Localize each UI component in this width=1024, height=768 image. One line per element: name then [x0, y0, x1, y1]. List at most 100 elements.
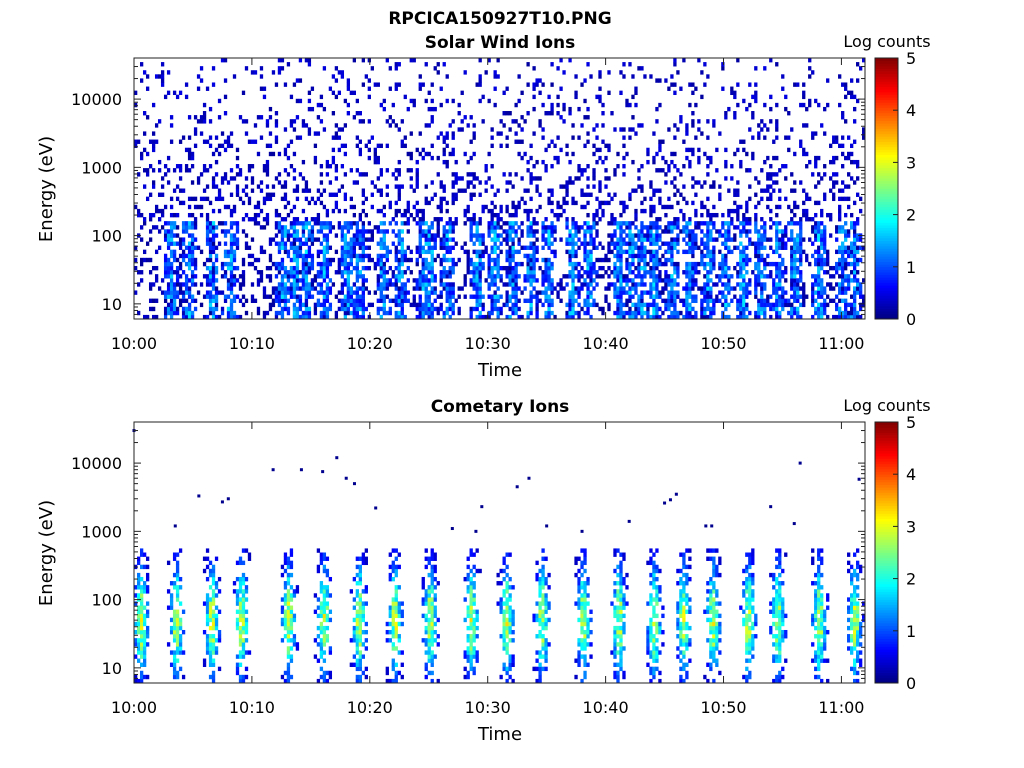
heatmap-cell — [556, 204, 560, 210]
heatmap-cell — [526, 310, 530, 316]
heatmap-cell — [361, 225, 365, 230]
heatmap-cell — [493, 233, 497, 238]
heatmap-cell — [682, 286, 686, 291]
heatmap-cell — [220, 221, 225, 226]
heatmap-cell — [376, 310, 380, 316]
heatmap-cell — [766, 172, 770, 177]
heatmap-cell — [466, 257, 470, 263]
heatmap-cell — [724, 314, 728, 320]
heatmap-cell — [169, 221, 174, 226]
heatmap-cell — [841, 278, 845, 283]
heatmap-cell — [742, 221, 746, 226]
heatmap-cell — [616, 298, 620, 303]
heatmap-cell — [652, 253, 656, 259]
heatmap-cell — [802, 123, 806, 128]
heatmap-cell — [565, 237, 569, 242]
heatmap-cell — [178, 290, 183, 295]
heatmap-cell — [137, 139, 141, 144]
heatmap-cell — [706, 172, 710, 177]
heatmap-cell — [385, 245, 389, 250]
heatmap-cell — [796, 204, 800, 210]
heatmap-cell — [721, 270, 725, 275]
heatmap-cell — [340, 143, 345, 149]
heatmap-cell — [520, 233, 524, 238]
heatmap-cell — [379, 143, 383, 149]
heatmap-cell — [265, 212, 270, 218]
heatmap-cell — [676, 261, 680, 267]
heatmap-cell — [661, 155, 665, 161]
heatmap-cell — [595, 135, 599, 140]
colorbar-step — [875, 277, 898, 281]
heatmap-cell — [853, 200, 857, 206]
heatmap-cell — [355, 294, 359, 299]
heatmap-cell — [316, 282, 321, 287]
heatmap-cell — [388, 310, 392, 316]
heatmap-cell — [712, 265, 716, 271]
heatmap-cell — [565, 221, 569, 226]
heatmap-cell — [388, 298, 392, 303]
heatmap-cell — [670, 314, 674, 320]
heatmap-cell — [745, 151, 749, 157]
heatmap-cell — [766, 237, 770, 242]
heatmap-cell — [631, 302, 635, 308]
heatmap-cell — [850, 176, 854, 181]
heatmap-cell — [235, 172, 240, 177]
heatmap-cell — [298, 78, 303, 83]
heatmap-cell — [511, 274, 515, 279]
heatmap-cell — [508, 229, 512, 234]
heatmap-cell — [451, 135, 455, 140]
heatmap-cell — [403, 135, 407, 140]
heatmap-cell — [508, 265, 512, 271]
heatmap-cell — [361, 233, 365, 238]
heatmap-cell — [478, 265, 482, 271]
heatmap-cell — [376, 159, 380, 165]
heatmap-cell — [508, 270, 512, 275]
heatmap-cell — [346, 221, 351, 226]
heatmap-cell — [685, 147, 689, 153]
heatmap-cell — [370, 135, 374, 140]
heatmap-cell — [223, 204, 228, 210]
heatmap-cell — [166, 241, 171, 246]
heatmap-cell — [295, 188, 300, 193]
heatmap-cell — [166, 290, 171, 295]
heatmap-cell — [595, 147, 599, 153]
heatmap-cell — [790, 172, 794, 177]
heatmap-cell — [391, 229, 395, 234]
heatmap-cell — [703, 245, 707, 250]
heatmap-cell — [475, 82, 479, 87]
heatmap-cell — [277, 212, 282, 218]
heatmap-cell — [508, 257, 512, 263]
heatmap-cell — [286, 233, 291, 238]
heatmap-cell — [724, 229, 728, 234]
heatmap-cell — [181, 298, 186, 303]
heatmap-cell — [778, 286, 782, 291]
heatmap-cell — [134, 642, 138, 647]
heatmap-cell — [850, 143, 854, 149]
heatmap-cell — [361, 265, 365, 271]
heatmap-cell — [577, 278, 581, 283]
heatmap-cell — [826, 314, 830, 320]
heatmap-cell — [514, 172, 518, 177]
heatmap-cell — [688, 82, 692, 87]
heatmap-cell — [526, 225, 530, 230]
heatmap-cell — [586, 270, 590, 275]
heatmap-cell — [451, 192, 455, 197]
heatmap-cell — [397, 237, 401, 242]
heatmap-cell — [826, 270, 830, 275]
heatmap-cell — [490, 274, 494, 279]
heatmap-cell — [718, 184, 722, 189]
heatmap-cell — [607, 233, 611, 238]
heatmap-cell — [418, 221, 422, 226]
heatmap-cell — [781, 86, 785, 91]
heatmap-cell — [685, 314, 689, 320]
heatmap-cell — [622, 229, 626, 234]
heatmap-cell — [790, 282, 794, 287]
heatmap-cell — [487, 208, 491, 214]
heatmap-cell — [310, 265, 315, 271]
heatmap-cell — [406, 257, 410, 263]
heatmap-cell — [856, 290, 860, 295]
heatmap-cell — [274, 314, 279, 320]
heatmap-cell — [571, 196, 575, 202]
heatmap-cell — [784, 290, 788, 295]
heatmap-cell — [484, 164, 488, 169]
